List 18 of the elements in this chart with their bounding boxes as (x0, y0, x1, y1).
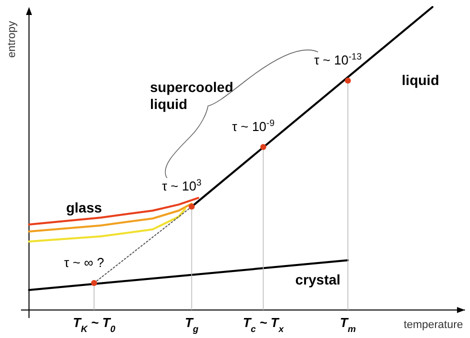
annotation: τ ~ 10$^{-9}$ (232, 118, 275, 134)
x-tick-label: T$_{m}$ (340, 315, 356, 334)
annotation: τ ~ 10$^{-13}$ (314, 52, 362, 68)
x-tick-label: T$_{c}$ ~ T$_{x}$ (242, 315, 285, 334)
annotation: τ ~ 10$^{3}$ (162, 178, 202, 194)
point (91, 280, 98, 286)
x-axis-title: temperature (404, 319, 463, 331)
series-label: crystal (295, 271, 340, 288)
x-tick-label: T$_{g}$ (184, 315, 199, 334)
annotation: supercooled liquid (150, 79, 234, 112)
series-label: glass (66, 200, 102, 216)
x-tick-label: T$_{K}$ ~ T$_{0}$ (72, 315, 116, 334)
annotation: τ ~ ∞ ? (64, 255, 104, 270)
point (344, 78, 351, 84)
point (188, 204, 195, 210)
y-axis-title: entropy (6, 20, 18, 58)
point (260, 144, 266, 150)
text: liquid (402, 72, 440, 88)
